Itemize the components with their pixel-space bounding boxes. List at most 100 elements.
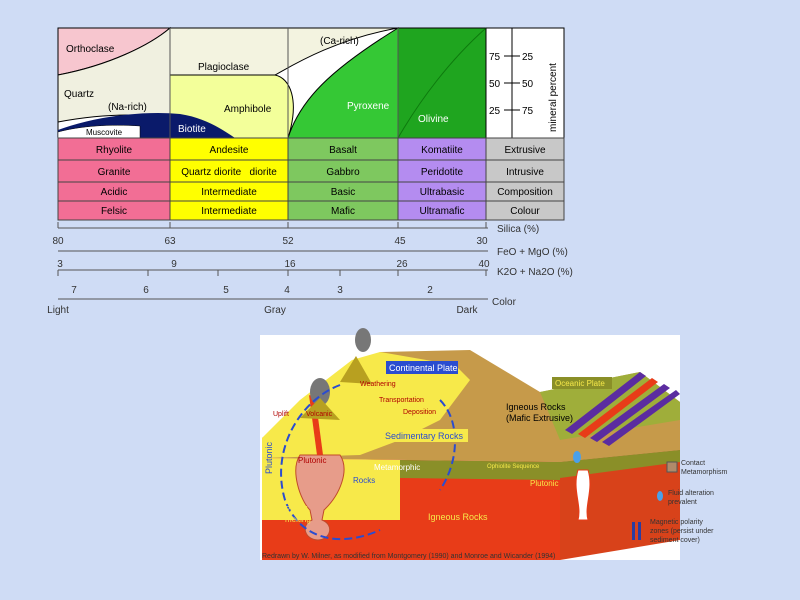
sedimentary-box: [381, 429, 468, 442]
k2o-tick-9: 9: [171, 259, 177, 270]
fluid-legend-2: prevalent: [668, 499, 697, 506]
color-gray: Gray: [264, 305, 286, 316]
oceanic-plate-box: [552, 377, 612, 389]
magnetic-stripes: [565, 372, 680, 446]
k2o-na2o-scale: 3 9 16 26 40 K2O + Na2O (%): [57, 259, 573, 278]
plutonic-center-label: Plutonic: [298, 456, 326, 465]
percent-right-75: 75: [522, 106, 534, 117]
plagioclase-label: Plagioclase: [198, 62, 250, 73]
color-index-5: 5: [223, 285, 229, 296]
muscovite-band: [57, 125, 141, 139]
k2o-tick-16: 16: [284, 259, 296, 270]
percent-left-25: 25: [489, 106, 501, 117]
color-label: Color: [492, 297, 517, 308]
olivine-curve: [397, 27, 487, 139]
caption: Redrawn by W. Milner, as modified from M…: [262, 553, 555, 560]
cycle-arrow-right: [439, 399, 456, 491]
cell-felsic: Felsic: [101, 206, 127, 217]
color-dark: Dark: [456, 305, 478, 316]
cell-ultramafic: Ultramafic: [419, 206, 464, 217]
continental-plate-box: [386, 361, 458, 374]
k2o-tick-40: 40: [478, 259, 490, 270]
color-index-4: 4: [284, 285, 290, 296]
igneous-rocks-label: Igneous Rocks: [428, 512, 488, 522]
oceanic-plate-label: Oceanic Plate: [555, 379, 605, 388]
deposition-label: Deposition: [403, 409, 436, 416]
olivine-label: Olivine: [418, 114, 449, 125]
mountain-1: [340, 356, 372, 384]
feo-mgo-scale: FeO + MgO (%): [58, 247, 568, 258]
color-scale: Light Gray Dark Color: [47, 297, 516, 316]
percent-right-25: 25: [522, 52, 534, 63]
volcanic-label: Volcanic: [306, 411, 333, 418]
k2o-tick-26: 26: [396, 259, 408, 270]
sedimentary-rocks-label: Sedimentary Rocks: [385, 431, 464, 441]
silica-tick-30: 30: [476, 236, 488, 247]
cell-andesite: Andesite: [210, 145, 249, 156]
cycle-arrow-left: [280, 384, 381, 541]
transportation-label: Transportation: [379, 397, 424, 404]
percent-left-50: 50: [489, 79, 501, 90]
quartz-label: Quartz: [64, 89, 94, 100]
color-index-6: 6: [143, 285, 149, 296]
weathering-label: Weathering: [360, 381, 396, 388]
silica-label: Silica (%): [497, 224, 539, 235]
continental-plate-label: Continental Plate: [389, 363, 458, 373]
contact-legend-2: Metamorphism: [681, 469, 727, 476]
row-label-colour: Colour: [510, 206, 540, 217]
percent-right-50: 50: [522, 79, 534, 90]
plutonic-right-label: Plutonic: [530, 479, 558, 488]
volcano-smoke-2: [355, 328, 371, 352]
fluid-drop-right: [573, 451, 581, 463]
muscovite-label: Muscovite: [86, 128, 123, 137]
color-index-scale: 7 6 5 4 3 2: [71, 285, 433, 296]
metamorphic-label: Metamorphic: [374, 463, 420, 472]
uplift-label: Uplift: [273, 411, 289, 418]
color-index-2: 2: [427, 285, 433, 296]
row-label-intrusive: Intrusive: [506, 167, 544, 178]
cell-mafic: Mafic: [331, 206, 355, 217]
color-light: Light: [47, 305, 69, 316]
igneous-mafic-label-1: Igneous Rocks: [506, 402, 566, 412]
row-label-composition: Composition: [497, 187, 553, 198]
magnetic-legend-1: Magnetic polarity: [650, 519, 703, 526]
igneous-mafic-label-2: (Mafic Extrusive): [506, 413, 573, 423]
partial-melting-label-1: Partial: [285, 505, 308, 514]
mineral-percent-label: mineral percent: [548, 63, 559, 132]
magnetic-legend-3: sediment cover): [650, 537, 700, 544]
magnetic-legend-2: zones (persist under: [650, 528, 714, 535]
cell-peridotite: Peridotite: [421, 167, 464, 178]
cell-quartz-diorite: Quartz diorite diorite: [181, 167, 277, 178]
cell-intermediate-2: Intermediate: [201, 206, 257, 217]
k2o-tick-3: 3: [57, 259, 63, 270]
fluid-drop-icon: [657, 491, 663, 501]
cell-basalt: Basalt: [329, 145, 357, 156]
fluid-legend-1: Fluid alteration: [668, 490, 714, 497]
cell-komatiite: Komatiite: [421, 145, 463, 156]
ophiolite-label: Ophiolite Sequence: [487, 464, 540, 470]
plutonic-side-label: Plutonic: [264, 441, 274, 474]
percent-left-75: 75: [489, 52, 501, 63]
silica-tick-45: 45: [394, 236, 406, 247]
amphibole-label: Amphibole: [224, 104, 272, 115]
color-index-3: 3: [337, 285, 343, 296]
silica-tick-80: 80: [52, 236, 64, 247]
biotite-label: Biotite: [178, 124, 206, 135]
classification-table: Rhyolite Andesite Basalt Komatiite Extru…: [57, 137, 565, 221]
silica-tick-63: 63: [164, 236, 176, 247]
contact-metamorphism-swatch: [666, 461, 678, 473]
color-index-7: 7: [71, 285, 77, 296]
cell-acidic: Acidic: [101, 187, 128, 198]
feo-mgo-label: FeO + MgO (%): [497, 247, 568, 258]
cell-gabbro: Gabbro: [326, 167, 360, 178]
plutonic-intrusion: [295, 454, 345, 541]
cell-basic: Basic: [331, 187, 355, 198]
ophiolite-plume: [575, 469, 591, 521]
pyroxene-label: Pyroxene: [347, 101, 390, 112]
contact-legend-1: Contact: [681, 460, 705, 467]
side-face-olive: [560, 450, 680, 478]
cell-rhyolite: Rhyolite: [96, 145, 133, 156]
silica-tick-52: 52: [282, 236, 294, 247]
